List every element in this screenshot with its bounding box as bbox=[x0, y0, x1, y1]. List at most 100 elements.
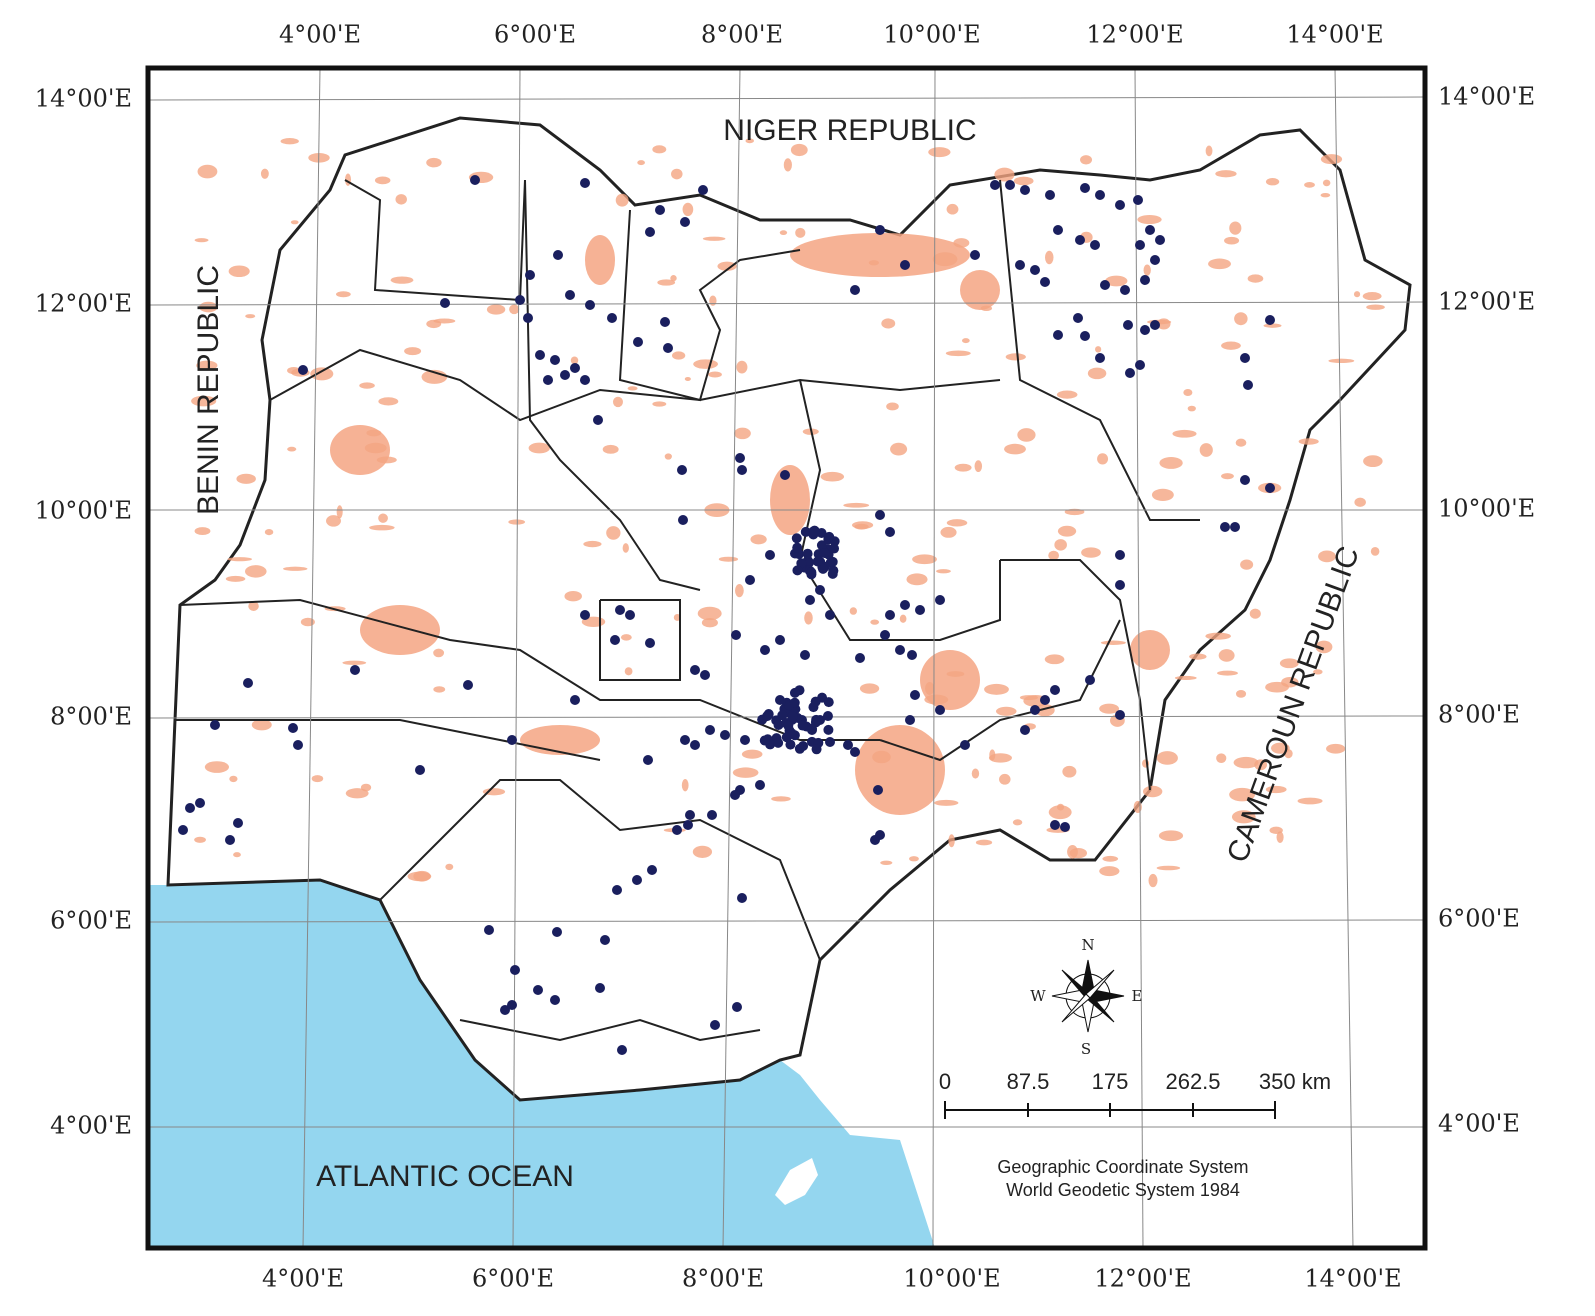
sample-point bbox=[800, 650, 810, 660]
sample-point bbox=[660, 317, 670, 327]
sample-point bbox=[809, 526, 820, 537]
graticule-label: 6°00'E bbox=[1438, 905, 1520, 933]
sample-point bbox=[816, 540, 827, 551]
sample-point bbox=[1085, 675, 1095, 685]
sample-point bbox=[683, 820, 693, 830]
patch bbox=[925, 682, 935, 695]
patch bbox=[407, 871, 432, 882]
sample-point bbox=[600, 935, 610, 945]
sample-point bbox=[1100, 280, 1110, 290]
patch bbox=[637, 160, 645, 166]
patch bbox=[989, 749, 996, 761]
sample-point bbox=[1005, 180, 1015, 190]
patch bbox=[433, 648, 445, 658]
graticule-label: 10°00'E bbox=[1438, 495, 1535, 523]
patch bbox=[859, 683, 880, 694]
ocean bbox=[148, 880, 935, 1248]
sample-point bbox=[935, 595, 945, 605]
graticule-label: 14°00'E bbox=[35, 85, 132, 113]
patch bbox=[330, 425, 390, 475]
patch bbox=[1304, 182, 1315, 188]
sample-point bbox=[550, 355, 560, 365]
sample-point bbox=[507, 1000, 517, 1010]
patch bbox=[1187, 405, 1196, 412]
patch bbox=[697, 606, 722, 621]
sample-point bbox=[910, 690, 920, 700]
sample-point bbox=[737, 893, 747, 903]
patch bbox=[404, 347, 422, 356]
graticule-label: 4°00'E bbox=[279, 21, 361, 49]
patch bbox=[881, 318, 896, 329]
compass-label: N bbox=[1081, 936, 1094, 954]
sample-point bbox=[550, 995, 560, 1005]
patch bbox=[1271, 742, 1290, 754]
patch bbox=[1133, 800, 1142, 814]
patch bbox=[1054, 539, 1067, 551]
patch bbox=[196, 360, 218, 371]
patch bbox=[804, 611, 813, 625]
patch bbox=[843, 502, 870, 508]
sample-point bbox=[1220, 522, 1230, 532]
sample-point bbox=[1020, 185, 1030, 195]
sample-point bbox=[900, 600, 910, 610]
patch bbox=[1100, 640, 1126, 645]
patch bbox=[934, 799, 959, 806]
patch bbox=[1229, 787, 1256, 802]
patch bbox=[946, 203, 959, 215]
patch bbox=[1067, 844, 1078, 859]
sample-point bbox=[570, 695, 580, 705]
compass-label: E bbox=[1132, 987, 1143, 1005]
sample-point bbox=[233, 818, 243, 828]
patch bbox=[1235, 690, 1247, 698]
patch bbox=[1235, 438, 1247, 447]
ocean-label: ATLANTIC OCEAN bbox=[316, 1160, 574, 1193]
sample-points bbox=[178, 175, 1275, 1055]
patch bbox=[1017, 428, 1036, 442]
scale-label: 262.5 bbox=[1165, 1069, 1220, 1094]
sample-point bbox=[1090, 240, 1100, 250]
patch bbox=[204, 761, 230, 773]
patch bbox=[1087, 367, 1107, 380]
sample-point bbox=[794, 743, 805, 754]
patch bbox=[1240, 559, 1254, 570]
graticule-label: 12°00'E bbox=[1438, 288, 1535, 316]
graticule-label: 6°00'E bbox=[472, 1265, 554, 1293]
sample-point bbox=[700, 670, 710, 680]
sample-point bbox=[737, 465, 747, 475]
patch bbox=[359, 382, 375, 389]
patch bbox=[886, 402, 899, 411]
sample-point bbox=[732, 1002, 742, 1012]
patch bbox=[624, 667, 633, 676]
sample-point bbox=[818, 563, 829, 574]
sample-point bbox=[900, 260, 910, 270]
compass-label: W bbox=[1030, 987, 1046, 1005]
patch bbox=[741, 749, 763, 759]
sample-point bbox=[463, 680, 473, 690]
patch bbox=[194, 527, 211, 536]
patch bbox=[1158, 830, 1184, 842]
graticule-label: 4°00'E bbox=[1438, 1110, 1520, 1138]
scale-label: 0 bbox=[939, 1069, 951, 1094]
sample-point bbox=[243, 678, 253, 688]
sample-point bbox=[775, 635, 785, 645]
patch bbox=[1370, 546, 1380, 556]
patch bbox=[336, 505, 343, 519]
sample-point bbox=[484, 925, 494, 935]
patch bbox=[855, 725, 945, 815]
patch bbox=[912, 554, 937, 565]
patch bbox=[790, 233, 970, 277]
graticule-label: 6°00'E bbox=[494, 21, 576, 49]
patch bbox=[953, 238, 970, 248]
sample-point bbox=[617, 1045, 627, 1055]
sample-point bbox=[797, 720, 808, 731]
graticule-label: 12°00'E bbox=[35, 290, 132, 318]
patch bbox=[657, 279, 676, 286]
patch bbox=[984, 683, 1009, 695]
patch bbox=[1298, 438, 1319, 445]
sample-point bbox=[580, 610, 590, 620]
graticule-label: 8°00'E bbox=[682, 1265, 764, 1293]
sample-point bbox=[525, 270, 535, 280]
sample-point bbox=[707, 810, 717, 820]
patch bbox=[1080, 155, 1093, 165]
patch bbox=[1174, 675, 1197, 681]
